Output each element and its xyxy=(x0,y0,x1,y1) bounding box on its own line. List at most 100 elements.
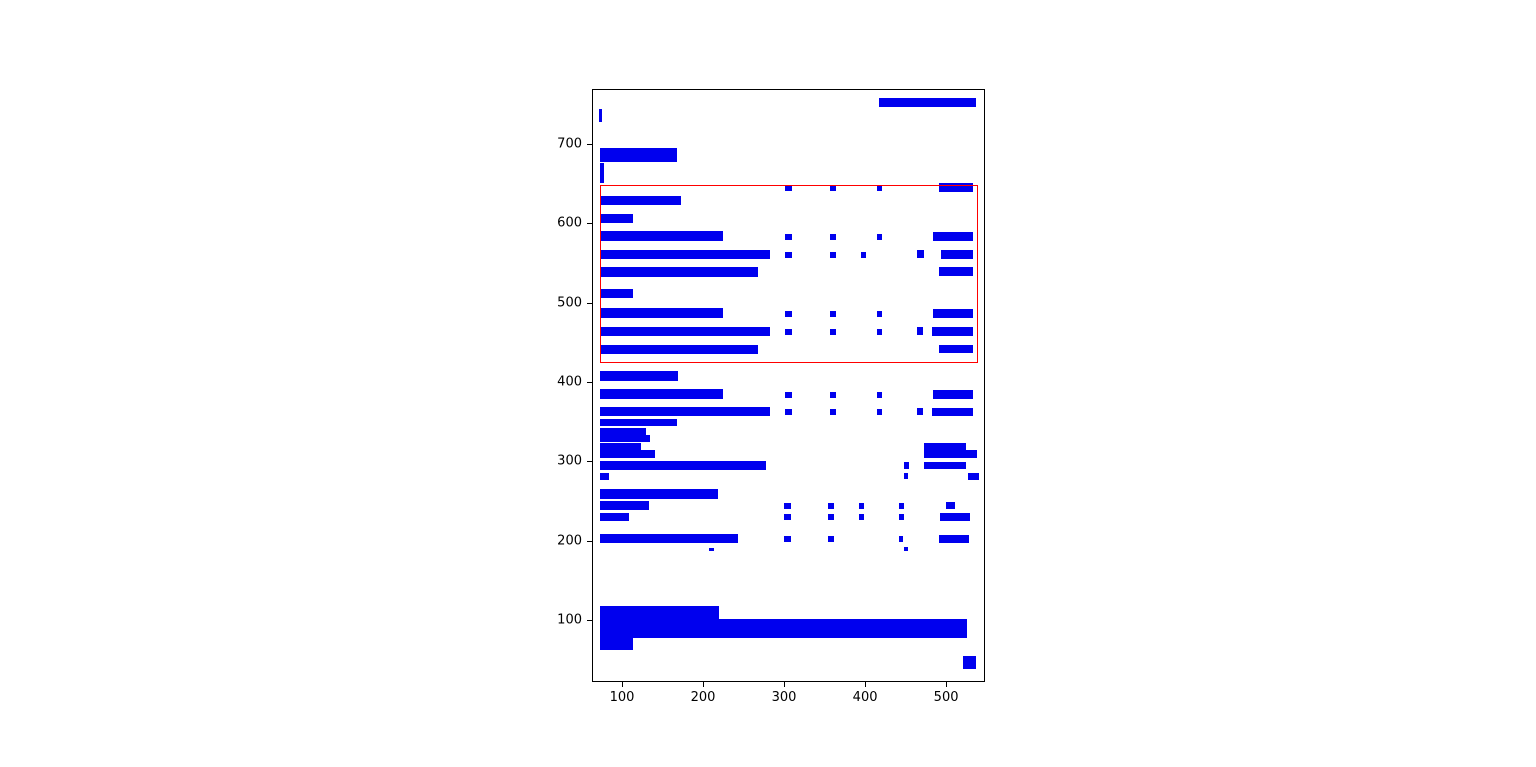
y-tick-label: 100 xyxy=(557,612,582,628)
x-tick-mark xyxy=(946,682,948,687)
data-rect xyxy=(600,406,771,417)
data-rect xyxy=(939,534,969,544)
data-rect xyxy=(904,473,909,479)
y-tick-label: 500 xyxy=(557,295,582,310)
data-rect xyxy=(600,389,724,399)
x-tick-mark xyxy=(703,682,704,687)
data-rect xyxy=(600,195,682,206)
x-tick-label: 400 xyxy=(852,690,878,705)
data-rect xyxy=(830,391,837,399)
data-rect xyxy=(600,450,655,459)
highlight-rect xyxy=(600,184,978,364)
data-rect xyxy=(600,634,633,650)
data-rect xyxy=(861,251,867,259)
data-rect xyxy=(600,148,678,162)
data-rect xyxy=(600,618,967,639)
data-rect xyxy=(939,513,970,521)
data-rect xyxy=(600,606,719,622)
data-rect xyxy=(600,419,678,427)
data-rect xyxy=(830,233,837,241)
data-rect xyxy=(899,502,905,510)
data-rect xyxy=(830,251,837,259)
data-rect xyxy=(830,184,837,191)
data-rect xyxy=(945,502,956,510)
data-rect xyxy=(784,536,791,543)
data-rect xyxy=(785,409,792,416)
y-tick-label: 300 xyxy=(557,453,582,469)
data-rect xyxy=(785,391,792,399)
data-rect xyxy=(828,513,834,521)
data-rect xyxy=(923,442,967,451)
data-rect xyxy=(968,472,979,480)
y-tick-mark xyxy=(587,143,592,145)
data-rect xyxy=(876,391,883,399)
data-rect xyxy=(830,328,837,336)
data-rect xyxy=(939,344,973,354)
data-rect xyxy=(941,249,973,260)
y-tick-label: 400 xyxy=(557,374,582,390)
y-tick-mark xyxy=(587,461,592,463)
data-rect xyxy=(939,267,973,276)
y-tick-mark xyxy=(587,223,592,225)
data-rect xyxy=(785,310,792,318)
data-rect xyxy=(600,231,724,241)
data-rect xyxy=(600,443,641,451)
y-tick-label: 200 xyxy=(557,533,582,549)
x-tick-mark xyxy=(622,682,623,687)
data-rect xyxy=(600,344,759,355)
data-rect xyxy=(904,546,909,552)
data-rect xyxy=(600,472,610,480)
y-tick-mark xyxy=(587,540,592,542)
data-rect xyxy=(600,326,771,337)
data-rect xyxy=(785,251,792,259)
data-rect xyxy=(917,327,923,336)
plot-area xyxy=(592,89,985,682)
data-rect xyxy=(904,462,910,470)
data-rect xyxy=(708,548,714,552)
data-rect xyxy=(933,390,973,399)
data-rect xyxy=(600,371,679,381)
data-rect xyxy=(784,502,791,510)
data-rect xyxy=(933,309,973,318)
data-rect xyxy=(876,328,883,336)
data-rect xyxy=(785,328,792,336)
y-tick-mark xyxy=(587,381,592,383)
data-rect xyxy=(600,435,651,443)
data-rect xyxy=(600,249,771,260)
data-rect xyxy=(931,407,973,417)
data-rect xyxy=(876,409,883,416)
data-rect xyxy=(858,502,865,510)
data-rect xyxy=(899,536,904,543)
data-rect xyxy=(600,513,629,521)
data-rect xyxy=(923,450,978,459)
data-rect xyxy=(600,501,649,510)
data-rect xyxy=(828,502,834,510)
data-rect xyxy=(917,250,924,259)
y-tick-label: 700 xyxy=(557,136,582,152)
data-rect xyxy=(784,513,791,521)
data-rect xyxy=(600,308,724,318)
y-tick-label: 600 xyxy=(557,215,582,231)
data-rect xyxy=(830,310,837,318)
data-rect xyxy=(931,327,973,337)
x-tick-label: 500 xyxy=(933,690,959,705)
data-rect xyxy=(785,184,792,191)
x-tick-label: 200 xyxy=(690,690,716,705)
data-rect xyxy=(939,182,973,192)
data-rect xyxy=(879,97,977,108)
data-rect xyxy=(858,513,864,521)
y-tick-mark xyxy=(587,620,592,622)
data-rect xyxy=(600,489,718,499)
data-rect xyxy=(917,407,923,416)
data-rect xyxy=(600,428,646,436)
x-tick-label: 300 xyxy=(771,690,797,705)
data-rect xyxy=(600,163,605,183)
data-rect xyxy=(830,409,837,416)
data-rect xyxy=(600,267,759,277)
y-tick-mark xyxy=(587,302,592,304)
data-rect xyxy=(899,513,905,521)
data-rect xyxy=(828,536,834,543)
data-rect xyxy=(598,109,602,122)
data-rect xyxy=(963,656,977,669)
data-rect xyxy=(876,310,883,318)
